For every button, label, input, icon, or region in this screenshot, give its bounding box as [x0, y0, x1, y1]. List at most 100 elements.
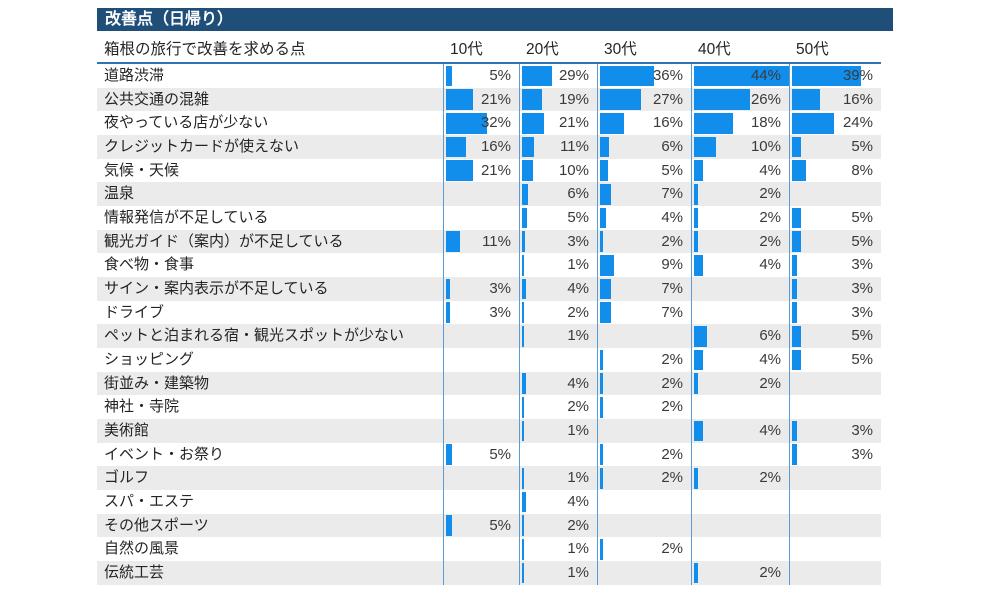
value-cell[interactable]: 5% — [443, 514, 519, 538]
value-cell[interactable]: 9% — [597, 253, 691, 277]
value-cell[interactable]: 10% — [519, 159, 597, 183]
value-cell[interactable]: 4% — [519, 490, 597, 514]
value-cell[interactable]: 4% — [519, 277, 597, 301]
value-cell[interactable]: 21% — [519, 111, 597, 135]
value-cell[interactable]: 2% — [519, 514, 597, 538]
value-cell[interactable]: 2% — [597, 230, 691, 254]
row-label[interactable]: 温泉 — [104, 185, 135, 203]
value-cell[interactable]: 2% — [597, 537, 691, 561]
value-cell[interactable]: 21% — [443, 88, 519, 112]
value-cell[interactable]: 32% — [443, 111, 519, 135]
value-cell[interactable] — [443, 561, 519, 585]
value-cell[interactable]: 3% — [789, 419, 881, 443]
value-cell[interactable]: 16% — [443, 135, 519, 159]
value-cell[interactable] — [789, 372, 881, 396]
value-cell[interactable]: 29% — [519, 64, 597, 88]
value-cell[interactable]: 4% — [691, 348, 789, 372]
value-cell[interactable]: 4% — [519, 372, 597, 396]
row-label[interactable]: その他スポーツ — [104, 516, 209, 534]
value-cell[interactable] — [443, 537, 519, 561]
value-cell[interactable]: 2% — [691, 230, 789, 254]
value-cell[interactable] — [789, 466, 881, 490]
value-cell[interactable]: 2% — [691, 372, 789, 396]
value-cell[interactable] — [691, 301, 789, 325]
value-cell[interactable]: 1% — [519, 253, 597, 277]
value-cell[interactable]: 16% — [597, 111, 691, 135]
value-cell[interactable] — [443, 182, 519, 206]
row-label[interactable]: 神社・寺院 — [104, 398, 180, 416]
value-cell[interactable] — [691, 514, 789, 538]
value-cell[interactable]: 4% — [691, 419, 789, 443]
value-cell[interactable] — [519, 348, 597, 372]
value-cell[interactable]: 5% — [443, 64, 519, 88]
value-cell[interactable]: 5% — [789, 230, 881, 254]
value-cell[interactable]: 2% — [597, 443, 691, 467]
row-label[interactable]: 食べ物・食事 — [104, 256, 195, 274]
value-cell[interactable]: 3% — [443, 301, 519, 325]
value-cell[interactable]: 5% — [519, 206, 597, 230]
value-cell[interactable] — [789, 561, 881, 585]
column-header[interactable]: 30代 — [604, 41, 637, 58]
value-cell[interactable] — [789, 514, 881, 538]
row-label[interactable]: 道路渋滞 — [104, 67, 165, 84]
value-cell[interactable]: 6% — [597, 135, 691, 159]
row-label[interactable]: 街並み・建築物 — [104, 374, 210, 392]
value-cell[interactable]: 3% — [443, 277, 519, 301]
value-cell[interactable]: 6% — [691, 324, 789, 348]
value-cell[interactable] — [443, 206, 519, 230]
value-cell[interactable]: 1% — [519, 324, 597, 348]
value-cell[interactable]: 18% — [691, 111, 789, 135]
value-cell[interactable]: 11% — [519, 135, 597, 159]
value-cell[interactable]: 1% — [519, 466, 597, 490]
value-cell[interactable]: 24% — [789, 111, 881, 135]
value-cell[interactable] — [519, 443, 597, 467]
value-cell[interactable] — [691, 443, 789, 467]
value-cell[interactable]: 2% — [519, 395, 597, 419]
value-cell[interactable] — [443, 490, 519, 514]
row-label[interactable]: サイン・案内表示が不足している — [104, 280, 329, 298]
row-label[interactable]: ペットと泊まれる宿・観光スポットが少ない — [104, 327, 405, 345]
row-label[interactable]: 公共交通の混雑 — [104, 90, 210, 108]
row-label[interactable]: クレジットカードが使えない — [104, 138, 300, 156]
value-cell[interactable]: 4% — [691, 253, 789, 277]
value-cell[interactable]: 7% — [597, 301, 691, 325]
value-cell[interactable]: 26% — [691, 88, 789, 112]
row-label[interactable]: ドライブ — [104, 303, 165, 321]
value-cell[interactable]: 7% — [597, 277, 691, 301]
value-cell[interactable]: 3% — [789, 301, 881, 325]
value-cell[interactable]: 2% — [691, 182, 789, 206]
value-cell[interactable] — [691, 490, 789, 514]
row-label[interactable]: 夜やっている店が少ない — [104, 114, 269, 132]
value-cell[interactable] — [789, 490, 881, 514]
value-cell[interactable]: 27% — [597, 88, 691, 112]
column-header[interactable]: 20代 — [526, 41, 559, 58]
column-header[interactable]: 50代 — [796, 41, 829, 58]
value-cell[interactable]: 2% — [597, 348, 691, 372]
value-cell[interactable] — [597, 561, 691, 585]
column-header[interactable]: 40代 — [698, 41, 731, 58]
value-cell[interactable]: 2% — [597, 372, 691, 396]
value-cell[interactable]: 2% — [691, 206, 789, 230]
value-cell[interactable] — [443, 348, 519, 372]
value-cell[interactable]: 2% — [691, 466, 789, 490]
row-label[interactable]: 気候・天候 — [104, 161, 180, 179]
value-cell[interactable]: 1% — [519, 419, 597, 443]
value-cell[interactable]: 6% — [519, 182, 597, 206]
value-cell[interactable] — [691, 277, 789, 301]
value-cell[interactable] — [597, 514, 691, 538]
value-cell[interactable]: 3% — [789, 443, 881, 467]
value-cell[interactable] — [443, 324, 519, 348]
value-cell[interactable] — [789, 182, 881, 206]
row-label[interactable]: 観光ガイド（案内）が不足している — [104, 232, 344, 250]
value-cell[interactable]: 8% — [789, 159, 881, 183]
row-label[interactable]: 自然の風景 — [104, 540, 180, 558]
value-cell[interactable] — [597, 419, 691, 443]
value-cell[interactable]: 3% — [789, 277, 881, 301]
value-cell[interactable]: 39% — [789, 64, 881, 88]
value-cell[interactable] — [597, 490, 691, 514]
value-cell[interactable]: 4% — [597, 206, 691, 230]
row-label[interactable]: 伝統工芸 — [104, 564, 165, 582]
value-cell[interactable]: 5% — [597, 159, 691, 183]
value-cell[interactable] — [789, 537, 881, 561]
value-cell[interactable]: 2% — [691, 561, 789, 585]
